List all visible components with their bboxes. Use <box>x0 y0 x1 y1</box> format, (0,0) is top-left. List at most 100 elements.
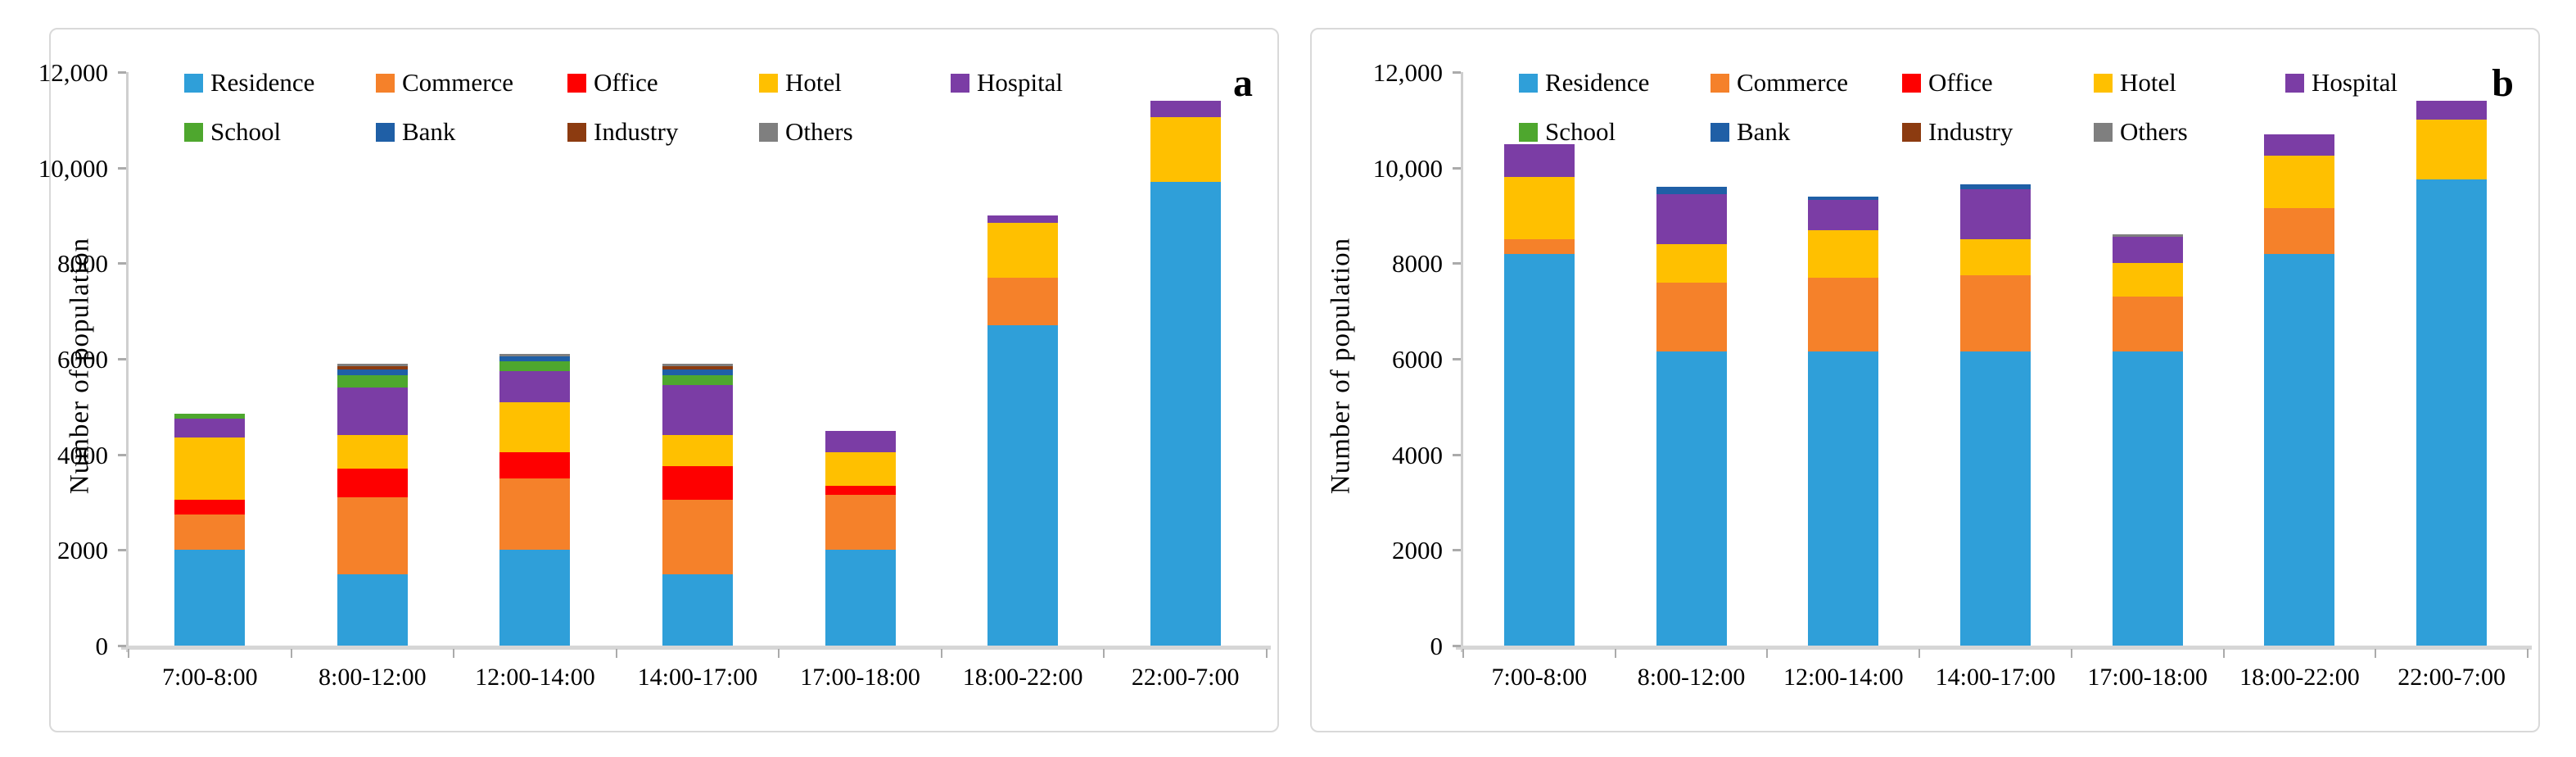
school-swatch-icon <box>1519 122 1538 142</box>
legend-label: Office <box>1928 68 1993 97</box>
bar-segment-commerce <box>1656 282 1727 352</box>
y-tick-label: 0 <box>95 632 109 660</box>
legend-label: Industry <box>594 117 679 146</box>
legend-item-industry: Industry <box>1902 117 2094 147</box>
x-tick-mark <box>290 649 292 658</box>
legend-row: School Bank Industry Others <box>1519 117 2477 147</box>
bar-segment-others <box>662 363 733 367</box>
bar-segment-commerce <box>825 495 896 551</box>
x-tick-mark <box>1766 649 1769 658</box>
stacked-bar <box>1960 72 2031 646</box>
bar-segment-commerce <box>987 277 1059 326</box>
legend-item-school: School <box>1519 117 1711 147</box>
x-tick-mark <box>128 649 129 658</box>
y-axis-line <box>126 72 129 652</box>
legend-label: Commerce <box>1737 68 1849 97</box>
bar-segment-commerce <box>499 478 571 551</box>
y-tick-mark <box>1453 71 1461 74</box>
x-tick-mark <box>615 649 617 658</box>
x-category-label: 7:00-8:00 <box>1491 664 1588 691</box>
bar-segment-bank <box>1656 187 1727 194</box>
school-swatch-icon <box>184 122 203 142</box>
others-swatch-icon <box>759 122 778 142</box>
y-axis-line <box>1461 72 1463 652</box>
y-tick-mark <box>118 262 126 265</box>
bank-swatch-icon <box>1711 122 1729 142</box>
bar-segment-hotel <box>825 451 896 486</box>
bar-segment-others <box>499 354 571 357</box>
industry-swatch-icon <box>1902 122 1921 142</box>
y-tick-mark <box>118 453 126 456</box>
hospital-swatch-icon <box>2285 73 2304 93</box>
y-tick-mark <box>118 549 126 552</box>
y-tick-label: 8000 <box>57 249 108 279</box>
bar-segment-office <box>337 469 408 498</box>
stacked-bar <box>1150 72 1221 646</box>
y-tick-mark <box>1453 262 1461 265</box>
bar-segment-hotel <box>337 435 408 469</box>
x-tick-mark <box>778 649 780 658</box>
x-category-label: 18:00-22:00 <box>962 664 1083 691</box>
stacked-bar <box>499 72 571 646</box>
y-tick-mark <box>1453 645 1461 647</box>
legend-item-hotel: Hotel <box>2094 68 2285 97</box>
bar-segment-hospital <box>1656 193 1727 244</box>
bar-segment-hospital <box>662 385 733 436</box>
legend-label: School <box>210 117 282 146</box>
bar-segment-residence <box>1808 351 1879 646</box>
y-tick-mark <box>118 645 126 647</box>
y-tick-label: 12,000 <box>38 58 108 87</box>
y-tick-label: 4000 <box>57 440 108 469</box>
y-tick-mark <box>1453 166 1461 170</box>
legend-item-others: Others <box>2094 117 2285 147</box>
bar-segment-bank <box>499 356 571 361</box>
bar-segment-hotel <box>1808 229 1879 278</box>
bar-segment-hotel <box>174 437 246 501</box>
bar-segment-hotel <box>1960 239 2031 275</box>
x-tick-mark <box>2070 649 2072 658</box>
y-tick-label: 6000 <box>57 345 108 374</box>
x-category-label: 7:00-8:00 <box>161 664 258 691</box>
bar-segment-school <box>337 375 408 388</box>
bar-segment-others <box>2112 234 2183 238</box>
x-category-label: 12:00-14:00 <box>475 664 595 691</box>
bar-segment-residence <box>662 573 733 646</box>
plot-area <box>129 72 1267 646</box>
bar-segment-hotel <box>499 401 571 452</box>
chart-panel-b: Number of population b Residence Commerce… <box>1310 28 2540 732</box>
residence-swatch-icon <box>184 73 203 93</box>
bar-segment-hospital <box>2416 101 2488 120</box>
bar-segment-industry <box>337 365 408 369</box>
bar-segment-hotel <box>2416 120 2488 180</box>
panel-letter-b: b <box>2492 61 2514 105</box>
bar-segment-residence <box>499 550 571 646</box>
bar-segment-hospital <box>2264 134 2335 156</box>
bar-segment-hotel <box>987 222 1059 278</box>
y-tick-label: 8000 <box>1392 249 1443 279</box>
x-category-label: 18:00-22:00 <box>2239 664 2360 691</box>
bar-segment-hotel <box>1656 244 1727 283</box>
office-swatch-icon <box>1902 73 1921 93</box>
stacked-bar <box>337 72 408 646</box>
legend-item-commerce: Commerce <box>376 68 567 97</box>
industry-swatch-icon <box>567 122 586 142</box>
legend-item-school: School <box>184 117 376 147</box>
bar-segment-hospital <box>1150 101 1221 118</box>
legend-label: Hotel <box>785 68 842 97</box>
stacked-bar <box>662 72 733 646</box>
x-category-label: 8:00-12:00 <box>1637 664 1746 691</box>
legend-label: Office <box>594 68 658 97</box>
bar-segment-hotel <box>1150 117 1221 183</box>
y-tick-mark <box>1453 358 1461 360</box>
stacked-bar <box>2416 72 2488 646</box>
bar-segment-commerce <box>1503 239 1575 254</box>
legend-label: Hospital <box>2312 68 2398 97</box>
hospital-swatch-icon <box>951 73 969 93</box>
bar-segment-residence <box>2264 253 2335 646</box>
bar-segment-residence <box>1960 351 2031 646</box>
legend-label: Others <box>2120 117 2188 146</box>
bar-segment-others <box>337 363 408 366</box>
bar-segment-commerce <box>1808 277 1879 352</box>
stacked-bar <box>825 72 896 646</box>
